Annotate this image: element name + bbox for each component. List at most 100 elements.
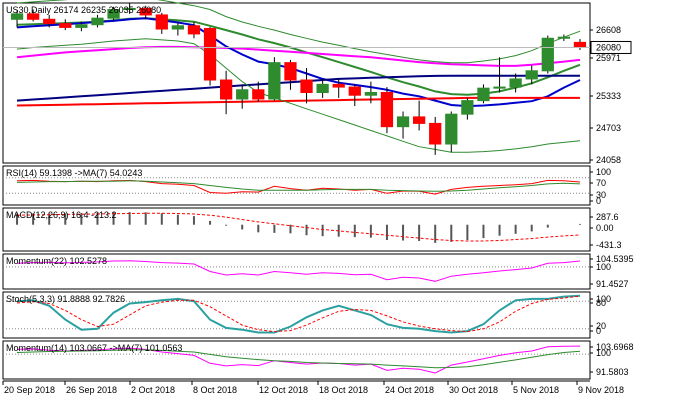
x-tick-label: 26 Sep 2018 xyxy=(66,385,117,395)
y-tick-label: 0.00 xyxy=(596,223,614,233)
y-tick-label: 70 xyxy=(596,178,606,188)
pane-frame xyxy=(2,165,591,206)
candle-body xyxy=(107,9,120,19)
candle-body xyxy=(187,25,201,35)
x-tick-label: 12 Oct 2018 xyxy=(259,385,308,395)
candle-body xyxy=(332,83,345,88)
candle-body xyxy=(171,25,185,30)
pane-frame xyxy=(2,2,591,164)
overlay-line-3 xyxy=(16,74,580,102)
last-price-box xyxy=(590,40,632,54)
candle-body xyxy=(236,89,249,100)
pane-title: Momentum(14) 103.0667 ->MA(7) 101.0563 xyxy=(6,343,182,353)
x-tick-label: 20 Sep 2018 xyxy=(4,385,55,395)
x-tick-label: 8 Oct 2018 xyxy=(193,385,237,395)
candle-body xyxy=(412,116,426,124)
candle-body xyxy=(573,41,587,48)
pane-title: Stoch(5,3,3) 91.8888 92.7826 xyxy=(6,294,125,304)
y-tick-label: 100 xyxy=(596,348,611,358)
pane-frame xyxy=(2,207,591,252)
y-tick-label: 20 xyxy=(596,321,606,331)
pane-title: US30,Daily 26174 26235 26035 26080 xyxy=(6,5,161,15)
last-price-label: 26080 xyxy=(596,42,621,52)
candle-body xyxy=(59,23,72,28)
candle-body xyxy=(557,36,571,39)
pane-2: 287.60.00 -431.3 MACD(12,26,9) 16.4 -213.2 xyxy=(2,207,622,252)
overlay-line-5 xyxy=(16,0,581,64)
y-tick-label: 100 xyxy=(596,167,611,177)
candle-body xyxy=(219,79,233,100)
candle-body xyxy=(316,83,329,93)
y-tick-label: 0 xyxy=(596,196,601,206)
candle-body xyxy=(477,87,490,102)
pane-frame xyxy=(2,340,591,380)
candle-body xyxy=(493,86,506,89)
y-tick-label: 104.5395 xyxy=(596,254,634,264)
pane-title: Momentum(22) 102.5278 xyxy=(6,256,107,266)
pane-frame xyxy=(2,291,591,339)
y-tick-label: 0 xyxy=(596,326,601,336)
y-tick-label: 30 xyxy=(596,190,606,200)
y-tick-label: 287.6 xyxy=(596,212,619,222)
candle-body xyxy=(43,18,56,25)
pane-frame xyxy=(2,253,591,290)
y-tick-label: 91.5803 xyxy=(596,367,629,377)
candle-body xyxy=(75,24,88,28)
macd-signal-line xyxy=(16,212,581,242)
candle-body xyxy=(268,62,281,100)
candle-body xyxy=(380,91,394,128)
candle-body xyxy=(525,70,538,80)
y-tick-label: 103.6968 xyxy=(596,342,634,352)
x-axis: 20 Sep 2018 26 Sep 2018 2 Oct 2018 8 Oct 20… xyxy=(2,380,624,395)
candle-body xyxy=(300,79,313,93)
candle-body xyxy=(429,122,442,145)
series-line-0 xyxy=(16,260,581,282)
candle-body xyxy=(364,91,378,96)
candle-body xyxy=(203,27,217,81)
candle-body xyxy=(123,7,136,11)
y-tick-label: 100 xyxy=(596,294,611,304)
x-tick-label: 24 Oct 2018 xyxy=(385,385,434,395)
y-tick-label: -431.3 xyxy=(596,240,622,250)
candle-body xyxy=(396,116,410,128)
x-tick-label: 5 Nov 2018 xyxy=(513,385,559,395)
series-line-1 xyxy=(16,180,581,192)
candle-body xyxy=(91,17,104,26)
x-tick-label: 18 Oct 2018 xyxy=(319,385,368,395)
y-tick-label: 24703 xyxy=(596,123,621,133)
candle-body xyxy=(139,7,152,16)
pane-0: 26608 25971 25333 24703 24058 26080 US30,Daily… xyxy=(2,0,632,165)
y-tick-label: 91.4527 xyxy=(596,279,629,289)
candle-body xyxy=(348,86,361,96)
y-tick-label: 100 xyxy=(596,262,611,272)
overlay-line-6 xyxy=(16,38,581,153)
indicator-panes: 26608 25971 25333 24703 24058 26080 US30,Daily… xyxy=(2,0,634,380)
series-line-1 xyxy=(16,349,581,369)
candle-body xyxy=(461,100,474,115)
overlay-line-1 xyxy=(16,45,581,67)
candle-body xyxy=(252,89,265,100)
y-tick-label: 24058 xyxy=(596,155,621,165)
candle-body xyxy=(509,78,522,88)
candle-body xyxy=(541,37,554,72)
candle-body xyxy=(445,113,458,145)
pane-title: RSI(14) 59.1398 ->MA(7) 54.0243 xyxy=(6,168,142,178)
x-tick-label: 9 Nov 2018 xyxy=(578,385,624,395)
y-tick-label: 25333 xyxy=(596,91,621,101)
pane-title: MACD(12,26,9) 16.4 -213.2 xyxy=(6,210,117,220)
series-line-0 xyxy=(16,294,581,334)
series-line-0 xyxy=(16,345,581,374)
y-tick-label: 26608 xyxy=(596,25,621,35)
candle-body xyxy=(10,13,24,20)
y-tick-label: 25971 xyxy=(596,53,621,63)
overlay-line-2 xyxy=(16,17,581,108)
candle-body xyxy=(26,13,40,20)
candle-body xyxy=(284,62,297,81)
y-tick-label: 80 xyxy=(596,298,606,308)
x-tick-label: 30 Oct 2018 xyxy=(449,385,498,395)
x-tick-label: 2 Oct 2018 xyxy=(131,385,175,395)
